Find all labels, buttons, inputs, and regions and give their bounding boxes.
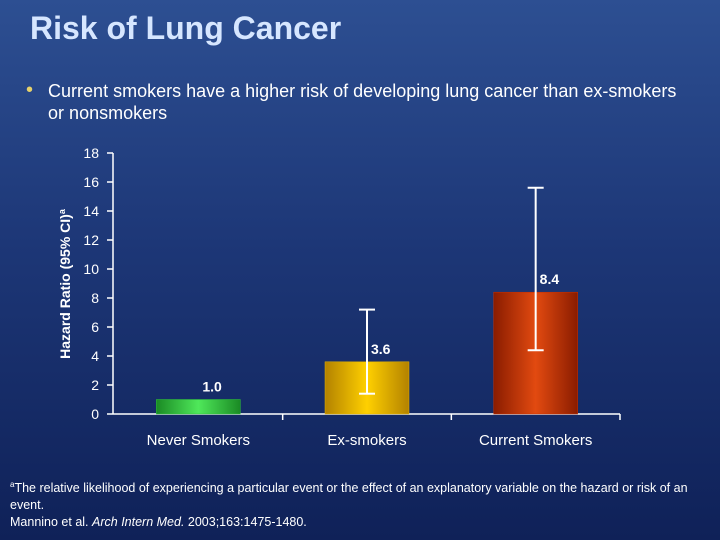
footnote-text: The relative likelihood of experiencing … [10, 481, 688, 512]
footnote-marker: a [10, 479, 15, 489]
citation: Mannino et al. Arch Intern Med. 2003;163… [10, 514, 700, 531]
category-label: Never Smokers [147, 432, 250, 449]
bullet-text: Current smokers have a higher risk of de… [48, 81, 677, 123]
data-label: 8.4 [540, 271, 560, 287]
y-tick-label: 8 [91, 290, 99, 306]
hazard-ratio-chart: 0 2 4 6 8 10 12 14 16 18 Hazard Ratio (95% CI)a 1.… [57, 145, 592, 449]
footnote: aThe relative likelihood of experiencing… [10, 480, 700, 531]
y-axis-title: Hazard Ratio (95% CI)a [57, 208, 73, 359]
y-tick-label: 18 [83, 145, 99, 161]
bullet-icon: • [26, 79, 34, 101]
slide-title: Risk of Lung Cancer [30, 10, 342, 46]
y-tick-label: 4 [91, 348, 99, 364]
citation-authors: Mannino et al. [10, 515, 89, 529]
citation-journal: Arch Intern Med. [92, 515, 185, 529]
bullet-point: • Current smokers have a higher risk of … [26, 80, 686, 124]
citation-details: 2003;163:1475-1480. [187, 515, 307, 529]
y-tick-label: 6 [91, 319, 99, 335]
y-axis-title-text: Hazard Ratio (95% CI) [57, 214, 73, 359]
y-tick-label: 14 [83, 203, 99, 219]
data-label: 3.6 [371, 341, 391, 357]
y-tick-label: 12 [83, 232, 99, 248]
y-tick-label: 10 [83, 261, 99, 277]
bar-never-smokers [156, 399, 241, 415]
y-tick-label: 2 [91, 377, 99, 393]
y-tick-label: 0 [91, 406, 99, 422]
data-label: 1.0 [202, 379, 222, 395]
category-label: Current Smokers [479, 432, 592, 449]
y-tick-label: 16 [83, 174, 99, 190]
category-label: Ex-smokers [327, 432, 406, 449]
y-axis-title-superscript: a [57, 208, 67, 214]
